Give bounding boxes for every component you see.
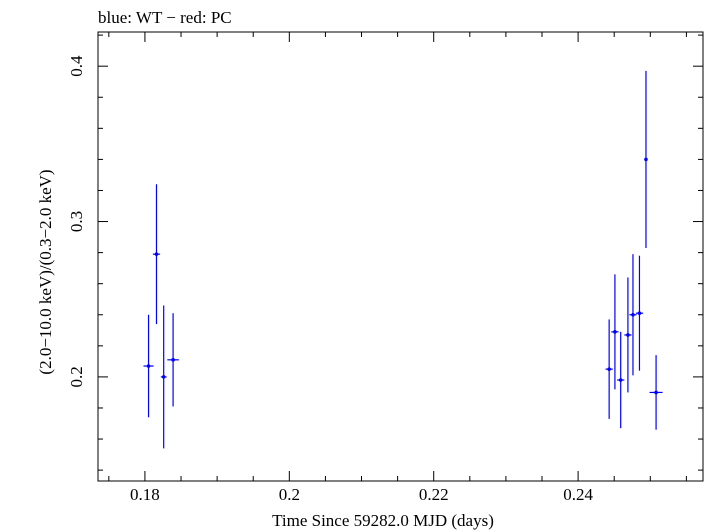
x-tick-label: 0.18 (130, 485, 160, 504)
data-point (617, 331, 625, 429)
data-point (160, 305, 167, 449)
data-point (611, 274, 619, 390)
point-marker (637, 311, 642, 316)
point-marker (613, 330, 617, 334)
x-tick-label: 0.2 (279, 485, 300, 504)
y-tick-label: 0.4 (67, 55, 86, 77)
data-point (167, 313, 179, 407)
data-points (143, 70, 663, 449)
axis-ticks (98, 32, 703, 481)
data-point (629, 254, 637, 376)
x-tick-label: 0.24 (563, 485, 593, 504)
point-marker (607, 367, 611, 371)
y-tick-label: 0.3 (67, 211, 86, 232)
point-marker (654, 390, 658, 395)
data-point (635, 255, 644, 371)
point-marker (161, 375, 166, 379)
data-point (143, 314, 154, 418)
data-point (152, 184, 161, 325)
y-tick-label: 0.2 (67, 366, 86, 387)
x-tick-label: 0.22 (419, 485, 449, 504)
point-marker (644, 157, 648, 162)
point-marker (154, 252, 159, 256)
plot-frame (97, 31, 704, 482)
point-marker (631, 312, 635, 317)
point-marker (146, 364, 151, 368)
x-axis-label: Time Since 59282.0 MJD (days) (272, 511, 494, 530)
data-point (605, 319, 613, 419)
point-marker (618, 378, 623, 382)
y-axis-label: (2.0−10.0 keV)/(0.3−2.0 keV) (36, 169, 55, 374)
point-marker (626, 333, 630, 337)
data-point (624, 277, 632, 393)
data-point (649, 355, 663, 430)
data-point (644, 70, 648, 248)
chart-title: blue: WT − red: PC (98, 8, 232, 27)
tick-labels: 0.18 0.2 0.22 0.24 0.2 0.3 0.4 (67, 55, 593, 504)
point-marker (171, 358, 175, 362)
